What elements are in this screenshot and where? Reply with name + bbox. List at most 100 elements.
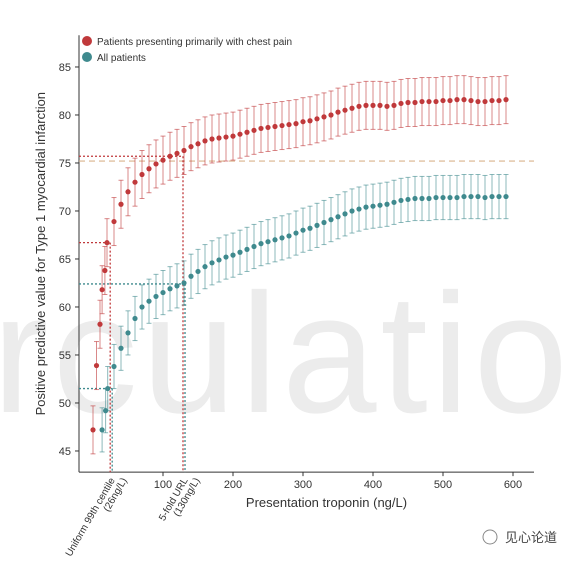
marker-label: Uniform 99th centile [64,476,118,559]
point [433,98,439,105]
point [300,119,306,125]
point [314,222,320,228]
point [489,97,495,104]
point [174,150,180,156]
point [461,97,467,103]
point [99,287,105,293]
point [153,161,159,167]
point [216,257,222,263]
point [125,330,131,336]
point [363,204,369,210]
point [244,246,250,252]
point [405,99,411,106]
point [426,98,432,105]
y-tick-label: 45 [59,446,71,458]
y-tick-label: 85 [59,62,71,74]
x-axis-label: Presentation troponin (ng/L) [246,495,407,510]
point [349,105,355,111]
point [146,166,152,172]
point [342,107,348,113]
point [433,194,439,201]
point [209,260,215,266]
point [111,218,117,225]
point [195,268,201,275]
point [118,201,124,207]
point [489,193,495,200]
legend-label: Patients presenting primarily with chest… [97,37,292,48]
point [461,193,467,200]
point [167,153,173,159]
point [202,264,208,270]
point [181,147,187,154]
point [97,321,103,327]
point [377,202,383,208]
y-tick-label: 60 [59,302,71,314]
point [468,193,474,200]
point [440,194,446,201]
point [349,208,355,214]
point [188,273,194,279]
point [503,97,509,103]
point [105,385,111,392]
point [496,193,502,200]
point [216,135,222,141]
y-tick-label: 70 [59,206,71,218]
point [391,199,397,205]
point [447,194,453,201]
point [482,194,488,201]
y-tick-label: 65 [59,254,71,266]
point [237,249,243,255]
point [139,171,145,178]
point [356,103,362,109]
point [132,179,138,185]
point [300,227,306,233]
point [223,254,229,260]
y-axis-label: Positive predictive value for Type 1 myo… [33,92,48,415]
point [293,230,299,236]
y-tick-label: 55 [59,350,71,362]
point [412,99,418,106]
point [384,201,390,207]
point [419,195,425,202]
point [139,304,145,310]
point [244,129,250,135]
point [230,133,236,139]
x-tick-label: 400 [364,479,382,491]
y-tick-label: 50 [59,398,71,410]
legend-label: All patients [97,53,146,64]
point [328,217,334,223]
point [363,102,369,108]
point [454,194,460,201]
point [174,283,180,289]
point [188,144,194,150]
point [279,122,285,129]
point [412,195,418,202]
point [90,427,96,433]
point [202,138,208,144]
point [195,141,201,147]
point [209,136,215,142]
point [258,125,264,132]
point [475,98,481,105]
point [223,134,229,140]
point [258,241,264,247]
point [104,240,110,246]
x-tick-label: 600 [504,479,522,491]
point [146,298,152,304]
point [503,193,509,200]
logo-text: 见心论道 [505,530,557,545]
point [370,102,376,108]
point [251,243,257,250]
point [321,114,327,120]
x-tick-label: 200 [224,479,242,491]
point [454,97,460,103]
point [496,97,502,104]
point [160,157,166,163]
point [398,197,404,204]
point [475,193,481,200]
point [314,116,320,122]
point [279,235,285,241]
point [265,239,271,245]
point [377,102,383,108]
